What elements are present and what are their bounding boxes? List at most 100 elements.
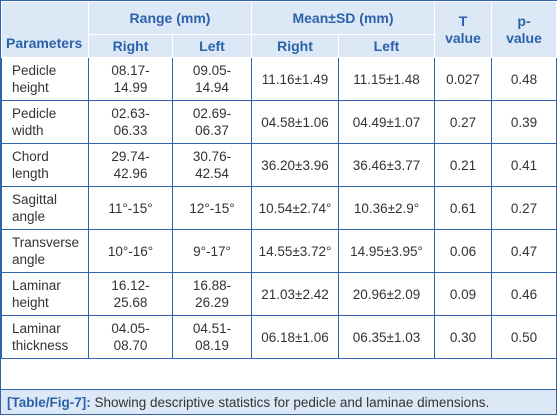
cell-p-value: 0.27 bbox=[491, 186, 557, 230]
table-row: Transverse angle 10°-16° 9°-17° 14.55±3.72° 1… bbox=[1, 229, 557, 273]
cell-parameter: Pedicle width bbox=[1, 100, 89, 144]
cell-p-value: 0.39 bbox=[491, 100, 557, 144]
cell-t-value: 0.09 bbox=[434, 272, 492, 316]
cell-range-left-line2: 08.19 bbox=[195, 338, 229, 353]
cell-range-right-line1: 10°-16° bbox=[107, 243, 154, 259]
cell-range-right-line1: 11°-15° bbox=[108, 200, 153, 216]
cell-parameter-line1: Transverse bbox=[12, 235, 80, 250]
cell-range-left: 12°-15° bbox=[172, 186, 252, 230]
cell-mean-right: 10.54±2.74° bbox=[251, 186, 339, 230]
cell-parameter-line2: length bbox=[12, 166, 49, 181]
cell-p-value: 0.47 bbox=[491, 229, 557, 273]
cell-t-value: 0.30 bbox=[434, 315, 492, 359]
cell-range-left-line1: 02.69- bbox=[192, 106, 232, 121]
cell-mean-right: 06.18±1.06 bbox=[251, 315, 339, 359]
cell-t-value: 0.61 bbox=[434, 186, 492, 230]
cell-range-left: 02.69- 06.37 bbox=[172, 100, 252, 144]
cell-parameter-line2: width bbox=[12, 123, 44, 138]
cell-mean-left: 36.46±3.77 bbox=[338, 143, 435, 187]
cell-parameter: Laminar height bbox=[1, 272, 89, 316]
cell-range-right-line2: 06.33 bbox=[113, 123, 148, 138]
cell-range-left: 04.51- 08.19 bbox=[172, 315, 252, 359]
header-range-group: Range (mm) bbox=[88, 1, 252, 35]
cell-parameter-line2: height bbox=[12, 80, 49, 95]
cell-mean-left: 14.95±3.95° bbox=[338, 229, 435, 273]
cell-range-right: 11°-15° bbox=[88, 186, 173, 230]
cell-range-right: 10°-16° bbox=[88, 229, 173, 273]
cell-parameter: Pedicle height bbox=[1, 57, 89, 101]
header-t-value: T value bbox=[434, 1, 492, 58]
caption-tag: [Table/Fig-7]: bbox=[7, 395, 91, 410]
cell-parameter-line1: Laminar bbox=[12, 321, 61, 336]
cell-range-right: 16.12- 25.68 bbox=[88, 272, 173, 316]
cell-range-right-line2: 14.99 bbox=[113, 80, 148, 95]
cell-parameter-line2: angle bbox=[12, 252, 46, 267]
cell-range-right-line1: 02.63- bbox=[111, 106, 150, 121]
cell-range-right-line1: 16.12- bbox=[111, 278, 150, 293]
cell-parameter: Laminar thickness bbox=[1, 315, 89, 359]
cell-range-left-line2: 26.29 bbox=[195, 295, 229, 310]
cell-mean-left: 06.35±1.03 bbox=[338, 315, 435, 359]
cell-range-left-line1: 12°-15° bbox=[189, 200, 235, 216]
cell-range-left: 9°-17° bbox=[172, 229, 252, 273]
cell-mean-left: 20.96±2.09 bbox=[338, 272, 435, 316]
cell-range-left-line2: 06.37 bbox=[195, 123, 229, 138]
header-t-line2: value bbox=[445, 29, 481, 46]
table-body: Pedicle height 08.17- 14.99 09.05- 14.94 11.16… bbox=[1, 57, 557, 359]
cell-p-value: 0.50 bbox=[491, 315, 557, 359]
cell-parameter-line1: Pedicle bbox=[12, 63, 57, 78]
header-p-line2: value bbox=[506, 29, 542, 46]
cell-mean-right: 04.58±1.06 bbox=[251, 100, 339, 144]
cell-range-left-line1: 16.88- bbox=[192, 278, 232, 293]
header-p-line1: p- bbox=[517, 12, 531, 29]
cell-mean-left: 04.49±1.07 bbox=[338, 100, 435, 144]
cell-parameter-line1: Laminar bbox=[12, 278, 61, 293]
header-parameters: Parameters bbox=[1, 1, 89, 58]
statistics-table: Parameters Range (mm) Mean±SD (mm) T val… bbox=[1, 1, 557, 359]
header-t-line1: T bbox=[458, 12, 468, 29]
cell-t-value: 0.027 bbox=[434, 57, 492, 101]
cell-parameter-line2: thickness bbox=[12, 338, 69, 353]
table-row: Chord length 29.74- 42.96 30.76- 42.54 36.20±3… bbox=[1, 143, 557, 187]
table-row: Pedicle width 02.63- 06.33 02.69- 06.37 04.58±… bbox=[1, 100, 557, 144]
cell-range-left-line1: 9°-17° bbox=[193, 243, 231, 259]
table-row: Laminar thickness 04.05- 08.70 04.51- 08.19 06… bbox=[1, 315, 557, 359]
table-row: Laminar height 16.12- 25.68 16.88- 26.29 21.03… bbox=[1, 272, 557, 316]
cell-parameter-line1: Chord bbox=[12, 149, 49, 164]
cell-mean-right: 11.16±1.49 bbox=[251, 57, 339, 101]
cell-range-left-line1: 09.05- bbox=[192, 63, 232, 78]
table-row: Pedicle height 08.17- 14.99 09.05- 14.94 11.16… bbox=[1, 57, 557, 101]
cell-range-left: 16.88- 26.29 bbox=[172, 272, 252, 316]
cell-mean-right: 14.55±3.72° bbox=[251, 229, 339, 273]
cell-parameter: Chord length bbox=[1, 143, 89, 187]
cell-p-value: 0.48 bbox=[491, 57, 557, 101]
cell-mean-right: 21.03±2.42 bbox=[251, 272, 339, 316]
cell-range-left-line2: 42.54 bbox=[195, 166, 229, 181]
cell-t-value: 0.21 bbox=[434, 143, 492, 187]
cell-range-left-line1: 30.76- bbox=[192, 149, 232, 164]
cell-range-right-line1: 04.05- bbox=[111, 321, 150, 336]
cell-range-left: 09.05- 14.94 bbox=[172, 57, 252, 101]
cell-range-right: 04.05- 08.70 bbox=[88, 315, 173, 359]
cell-range-right-line1: 29.74- bbox=[111, 149, 150, 164]
cell-parameter: Transverse angle bbox=[1, 229, 89, 273]
cell-range-right: 29.74- 42.96 bbox=[88, 143, 173, 187]
cell-range-left-line1: 04.51- bbox=[192, 321, 232, 336]
cell-range-right-line2: 08.70 bbox=[113, 338, 148, 353]
cell-p-value: 0.41 bbox=[491, 143, 557, 187]
cell-range-left: 30.76- 42.54 bbox=[172, 143, 252, 187]
header-p-value: p- value bbox=[491, 1, 557, 58]
cell-range-right-line1: 08.17- bbox=[111, 63, 150, 78]
cell-range-left-line2: 14.94 bbox=[195, 80, 229, 95]
header-range-right: Right bbox=[88, 34, 173, 58]
cell-t-value: 0.27 bbox=[434, 100, 492, 144]
cell-mean-left: 10.36±2.9° bbox=[338, 186, 435, 230]
cell-parameter-line1: Sagittal bbox=[12, 192, 58, 207]
cell-range-right-line2: 25.68 bbox=[113, 295, 148, 310]
cell-range-right: 02.63- 06.33 bbox=[88, 100, 173, 144]
header-range-left: Left bbox=[172, 34, 252, 58]
caption-text: Showing descriptive statistics for pedic… bbox=[90, 395, 490, 410]
table-caption: [Table/Fig-7]: Showing descriptive stati… bbox=[1, 389, 556, 414]
cell-parameter: Sagittal angle bbox=[1, 186, 89, 230]
